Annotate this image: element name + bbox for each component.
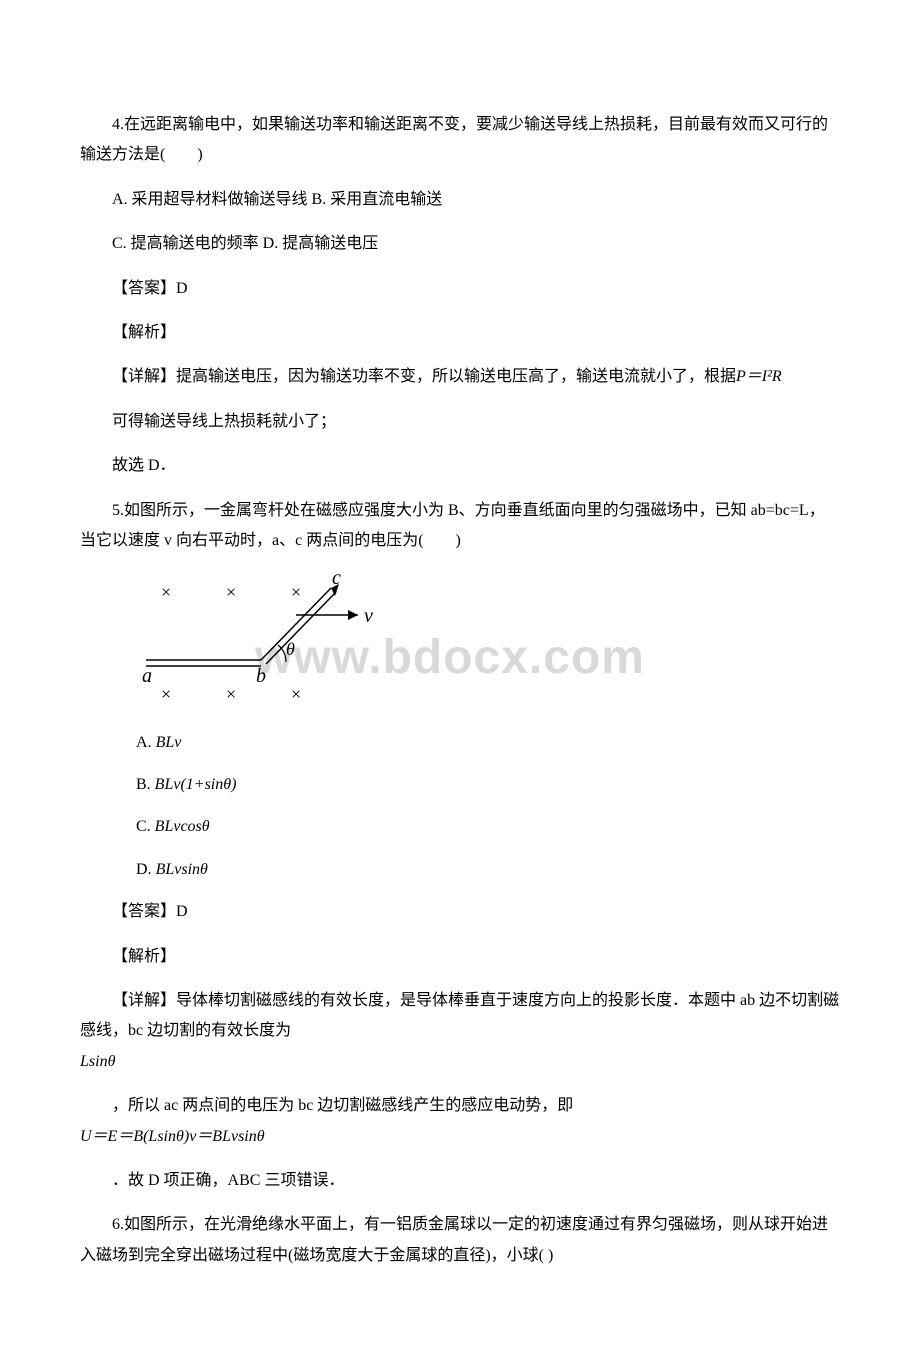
- q4-detail: 【详解】提高输送电压，因为输送功率不变，所以输送电压高了，输送电流就小了，根据P…: [80, 362, 840, 392]
- q5-detail-2: ，所以 ac 两点间的电压为 bc 边切割磁感线产生的感应电动势，即 U＝E＝B…: [80, 1091, 840, 1152]
- page-content: 4.在远距离输电中，如果输送功率和输送距离不变，要减少输送导线上热损耗，目前最有…: [0, 0, 920, 1345]
- cross-icon: ×: [161, 582, 171, 602]
- q6-stem: 6.如图所示，在光滑绝缘水平面上，有一铝质金属球以一定的初速度通过有界匀强磁场，…: [80, 1210, 840, 1271]
- q5-optC-label: C.: [136, 818, 155, 835]
- cross-icon: ×: [226, 684, 236, 704]
- q5-optB-formula: BLv(1+sinθ): [155, 776, 237, 793]
- q5-detail1-formula: Lsinθ: [80, 1053, 115, 1070]
- q5-figure: × × × × × × c v θ a b: [136, 570, 840, 721]
- q5-option-b: B. BLv(1+sinθ): [136, 770, 840, 800]
- q5-optC-formula: BLvcosθ: [155, 818, 210, 835]
- cross-icon: ×: [291, 684, 301, 704]
- q5-detail2-text: ，所以 ac 两点间的电压为 bc 边切割磁感线产生的感应电动势，即: [80, 1091, 573, 1121]
- q4-line3: 故选 D．: [80, 451, 840, 481]
- q5-optD-label: D.: [136, 861, 156, 878]
- label-v: v: [364, 605, 373, 627]
- label-theta: θ: [286, 639, 295, 659]
- q5-detail1-text: 【详解】导体棒切割磁感线的有效长度，是导体棒垂直于速度方向上的投影长度．本题中 …: [80, 986, 840, 1047]
- cross-icon: ×: [291, 582, 301, 602]
- q4-options-cd: C. 提高输送电的频率 D. 提高输送电压: [80, 229, 840, 259]
- q4-options-ab: A. 采用超导材料做输送导线 B. 采用直流电输送: [80, 185, 840, 215]
- q4-line2: 可得输送导线上热损耗就小了；: [80, 407, 840, 437]
- q4-formula: P＝I²R: [736, 368, 782, 385]
- cross-icon: ×: [226, 582, 236, 602]
- cross-icon: ×: [161, 684, 171, 704]
- label-b: b: [256, 665, 266, 687]
- q5-optB-label: B.: [136, 776, 155, 793]
- q4-answer: 【答案】D: [80, 274, 840, 304]
- q5-optA-formula: BLv: [156, 734, 182, 751]
- q5-option-a: A. BLv: [136, 728, 840, 758]
- q4-stem: 4.在远距离输电中，如果输送功率和输送距离不变，要减少输送导线上热损耗，目前最有…: [80, 110, 840, 171]
- q5-optD-formula: BLvsinθ: [156, 861, 208, 878]
- q5-detail2-formula: U＝E＝B(Lsinθ)v＝BLvsinθ: [80, 1128, 265, 1145]
- label-a: a: [142, 665, 152, 687]
- q5-diagram-svg: × × × × × × c v θ a b: [136, 570, 396, 710]
- label-c: c: [332, 570, 341, 589]
- q5-detail-1: 【详解】导体棒切割磁感线的有效长度，是导体棒垂直于速度方向上的投影长度．本题中 …: [80, 986, 840, 1077]
- q4-detail-text: 【详解】提高输送电压，因为输送功率不变，所以输送电压高了，输送电流就小了，根据: [80, 362, 736, 392]
- q5-option-c: C. BLvcosθ: [136, 812, 840, 842]
- q5-optA-label: A.: [136, 734, 156, 751]
- q5-stem: 5.如图所示，一金属弯杆处在磁感应强度大小为 B、方向垂直纸面向里的匀强磁场中，…: [80, 496, 840, 557]
- q5-option-d: D. BLvsinθ: [136, 855, 840, 885]
- q5-line3: ．故 D 项正确，ABC 三项错误．: [80, 1166, 840, 1196]
- q4-analysis-label: 【解析】: [80, 318, 840, 348]
- velocity-arrow-head: [348, 610, 358, 620]
- q5-answer: 【答案】D: [80, 897, 840, 927]
- q5-analysis-label: 【解析】: [80, 942, 840, 972]
- rod-bc-bot: [266, 592, 336, 664]
